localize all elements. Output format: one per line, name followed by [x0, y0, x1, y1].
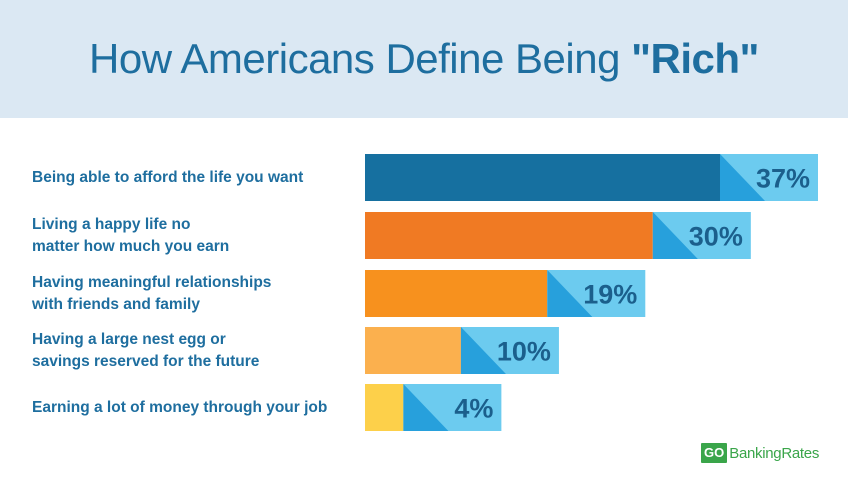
logo-text: BankingRates	[729, 444, 820, 462]
value-box-shade-5	[403, 384, 449, 431]
bar-2	[365, 212, 653, 259]
chart-title-prefix: How Americans Define Being	[89, 35, 632, 82]
category-label-2: Living a happy life no matter how much y…	[32, 215, 230, 255]
gobankingrates-logo: GO BankingRates	[701, 442, 819, 464]
bar-5	[365, 384, 404, 431]
chart-title: How Americans Define Being "Rich"	[89, 35, 759, 83]
value-box-shade-3	[547, 270, 593, 317]
bar-4	[365, 327, 461, 374]
chart-title-emphasis: "Rich"	[631, 35, 759, 82]
title-banner: How Americans Define Being "Rich"	[0, 0, 848, 118]
bar-1	[365, 154, 720, 201]
value-box-shade-1	[720, 154, 765, 201]
value-box-shade-2	[652, 212, 698, 259]
value-label-2: 30%	[689, 222, 743, 252]
category-label-3: Having meaningful relationships with fri…	[32, 273, 272, 313]
logo-badge: GO	[701, 443, 728, 463]
value-label-3: 19%	[583, 280, 637, 310]
bar-3	[365, 270, 548, 317]
value-label-4: 10%	[497, 337, 551, 367]
value-label-1: 37%	[756, 164, 810, 194]
category-label-5: Earning a lot of money through your job	[32, 398, 328, 416]
value-label-5: 4%	[454, 394, 493, 424]
value-box-shade-4	[460, 327, 506, 374]
category-label-1: Being able to afford the life you want	[32, 168, 304, 186]
category-label-4: Having a large nest egg or savings reser…	[32, 330, 260, 370]
